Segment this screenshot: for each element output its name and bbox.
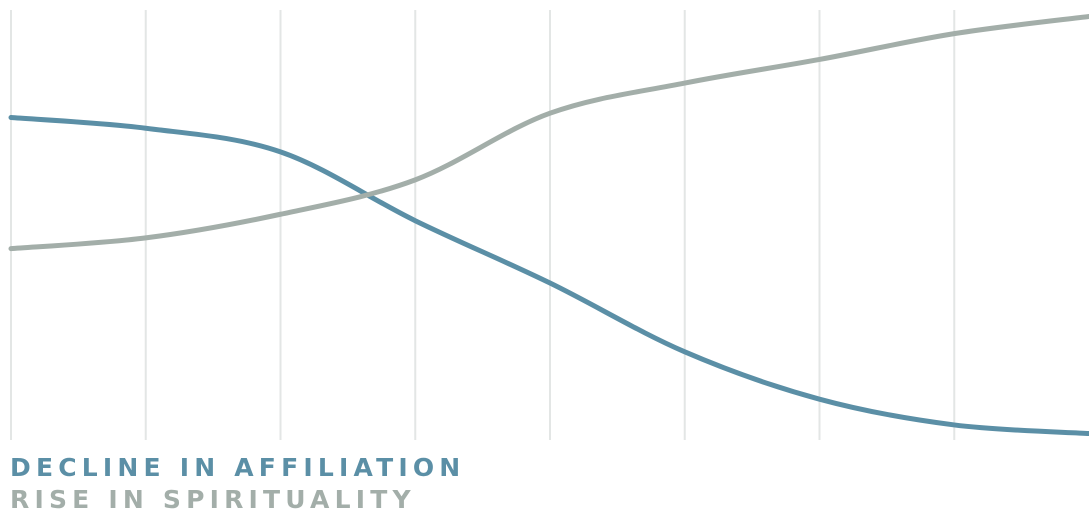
- legend-rise-in-spirituality: RISE IN SPIRITUALITY: [10, 485, 416, 514]
- series-line-rise-in-spirituality: [8, 13, 1089, 252]
- line-chart: [8, 10, 1089, 440]
- series-line-decline-in-affiliation: [8, 115, 1089, 437]
- series-lines: [8, 13, 1089, 437]
- grid-lines: [10, 10, 956, 440]
- legend-decline-in-affiliation: DECLINE IN AFFILIATION: [10, 453, 466, 482]
- legend: DECLINE IN AFFILIATION RISE IN SPIRITUAL…: [10, 452, 465, 516]
